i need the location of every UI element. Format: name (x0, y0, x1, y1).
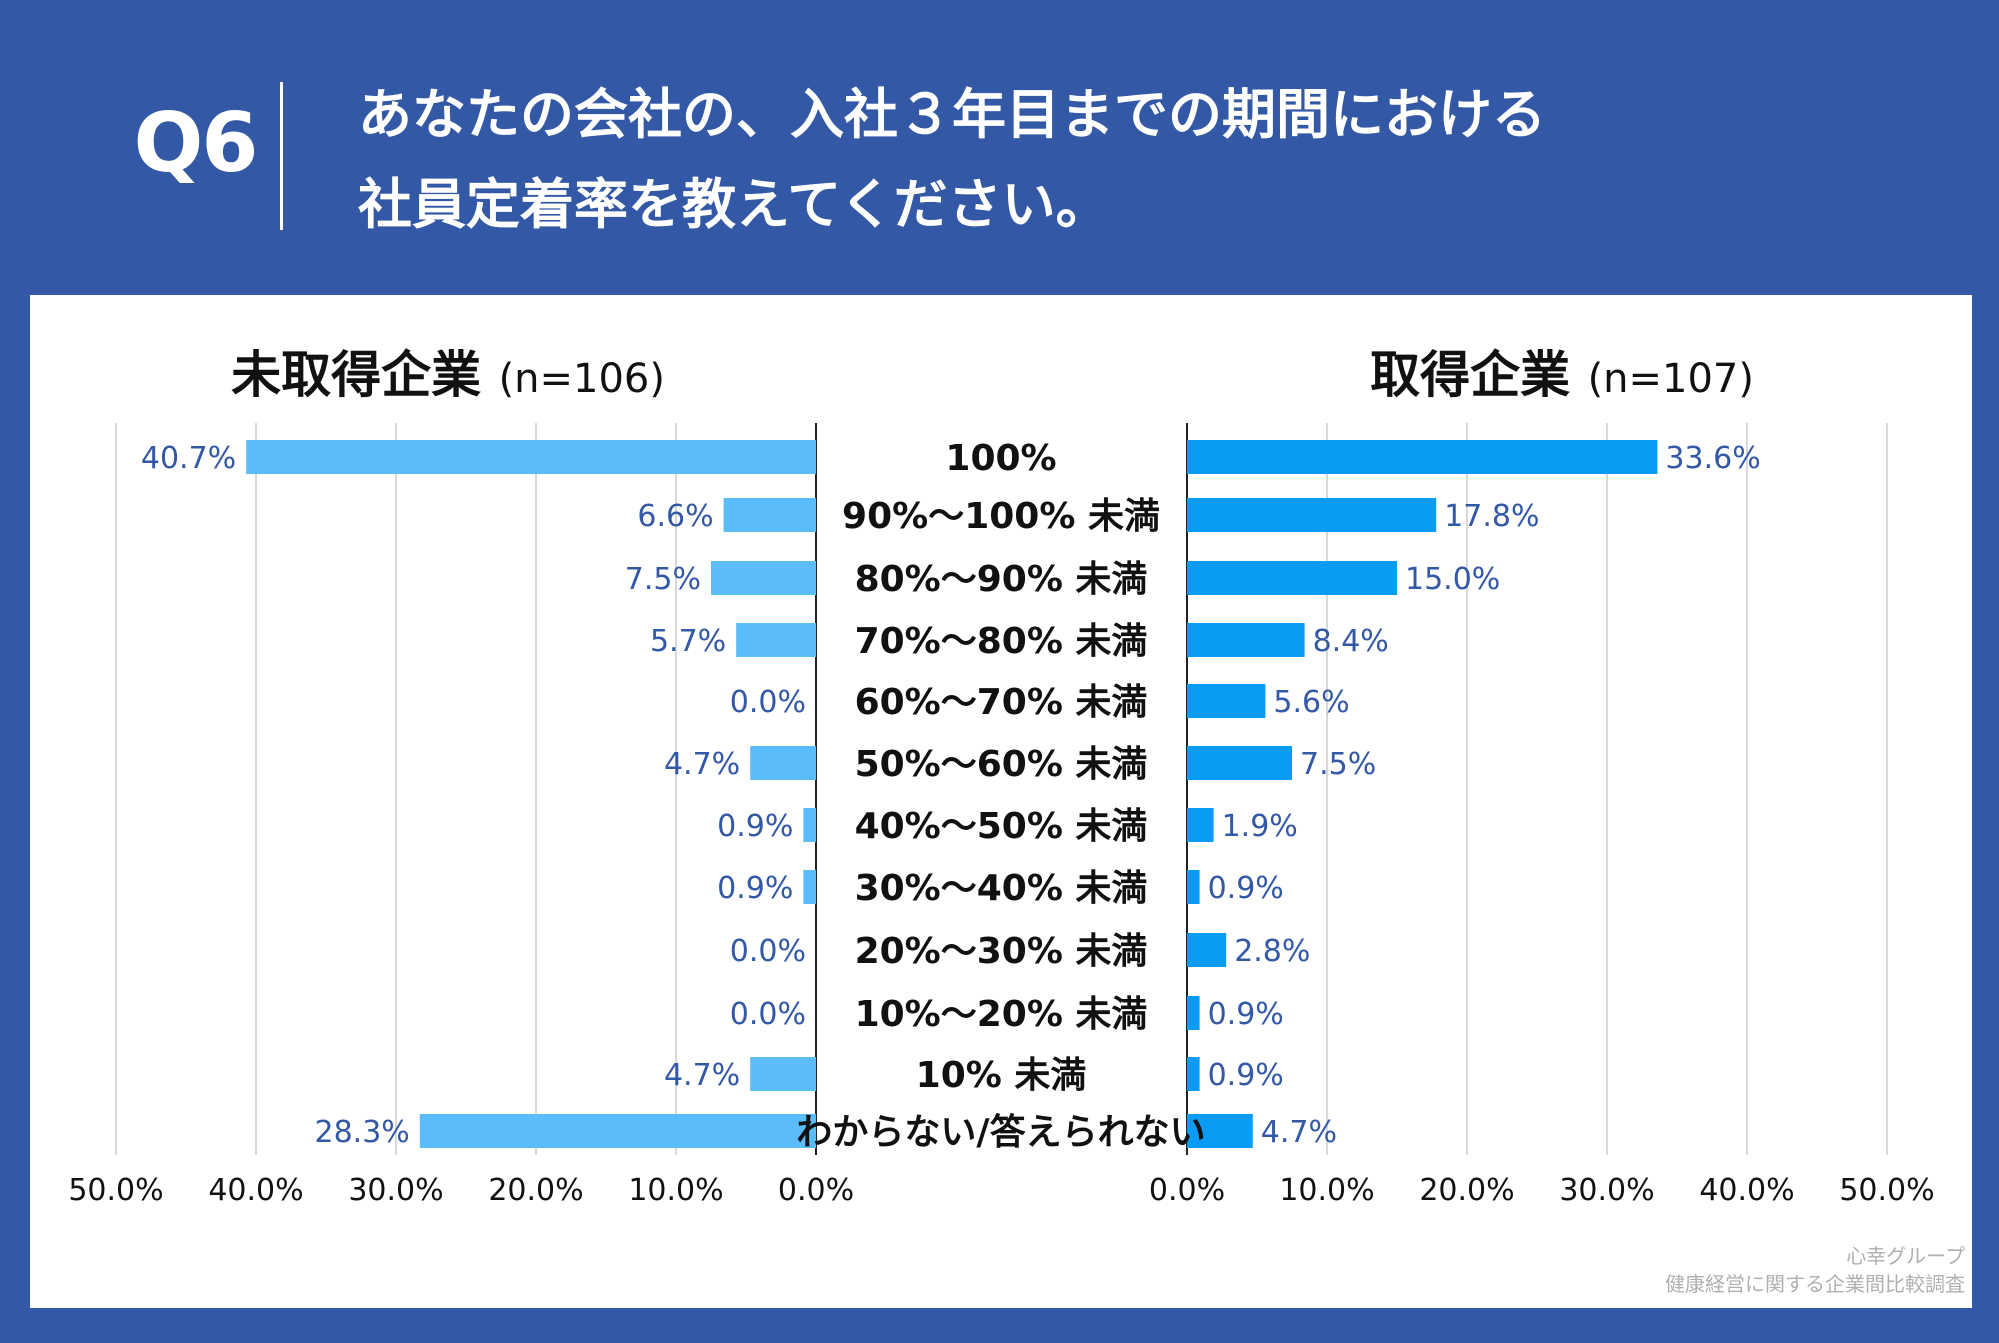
right-value-label: 33.6% (1665, 441, 1760, 476)
left-value-label: 0.9% (717, 871, 793, 906)
right-value-label: 17.8% (1444, 499, 1539, 534)
question-number: Q6 (133, 96, 259, 191)
left-value-label: 0.0% (730, 685, 806, 720)
category-label: 60%～70% 未満 (855, 682, 1148, 723)
category-label: 10%～20% 未満 (855, 994, 1148, 1035)
left-tick-label: 40.0% (208, 1173, 303, 1208)
left-bar (419, 1114, 816, 1148)
left-value-label: 5.7% (650, 624, 726, 659)
category-label: 30%～40% 未満 (855, 868, 1148, 909)
left-bar (736, 623, 816, 657)
left-bar (803, 808, 816, 842)
right-bar (1187, 746, 1292, 780)
category-label: 70%～80% 未満 (855, 621, 1148, 662)
right-series-name: 取得企業 (1370, 346, 1587, 404)
right-bar (1187, 808, 1214, 842)
question-line-1: あなたの会社の、入社３年目までの期間における (358, 83, 1546, 146)
category-label: 100% (945, 438, 1056, 479)
right-bar (1187, 684, 1266, 718)
category-label: 20%～30% 未満 (855, 931, 1148, 972)
header-divider (280, 82, 283, 230)
left-sample-size: (n=106) (499, 356, 665, 402)
left-value-label: 4.7% (664, 1058, 740, 1093)
source-survey-name: 健康経営に関する企業間比較調査 (1665, 1272, 1965, 1296)
left-value-label: 40.7% (141, 441, 236, 476)
right-value-label: 0.9% (1208, 997, 1284, 1032)
right-tick-label: 40.0% (1699, 1173, 1794, 1208)
right-bar (1187, 623, 1305, 657)
category-label: 10% 未満 (916, 1055, 1087, 1096)
right-value-label: 4.7% (1261, 1115, 1337, 1150)
left-value-label: 0.9% (717, 809, 793, 844)
right-tick-label: 10.0% (1279, 1173, 1374, 1208)
category-label: 80%～90% 未満 (855, 559, 1148, 600)
right-value-label: 8.4% (1313, 624, 1389, 659)
left-value-label: 4.7% (664, 747, 740, 782)
category-label: 40%～50% 未満 (855, 806, 1148, 847)
right-tick-label: 20.0% (1419, 1173, 1514, 1208)
right-value-label: 2.8% (1234, 934, 1310, 969)
left-tick-label: 50.0% (68, 1173, 163, 1208)
right-tick-label: 0.0% (1149, 1173, 1225, 1208)
right-value-label: 15.0% (1405, 562, 1500, 597)
category-label: 90%～100% 未満 (842, 496, 1160, 537)
left-series-name: 未取得企業 (231, 346, 498, 404)
right-value-label: 0.9% (1208, 1058, 1284, 1093)
left-tick-label: 20.0% (488, 1173, 583, 1208)
header: Q6 あなたの会社の、入社３年目までの期間における 社員定着率を教えてください。 (0, 0, 1999, 290)
category-label: わからない/答えられない (796, 1112, 1205, 1153)
right-value-label: 1.9% (1222, 809, 1298, 844)
source-group-name: 心幸グループ (1846, 1244, 1965, 1268)
right-tick-label: 50.0% (1839, 1173, 1934, 1208)
right-bar (1187, 996, 1200, 1030)
left-tick-label: 30.0% (348, 1173, 443, 1208)
left-panel-title: 未取得企業 (n=106) (231, 346, 665, 404)
right-bar (1187, 870, 1200, 904)
left-bar (246, 440, 816, 474)
right-bar (1187, 1057, 1200, 1091)
left-bar (803, 870, 816, 904)
left-bar (711, 561, 816, 595)
left-value-label: 0.0% (730, 997, 806, 1032)
right-bar (1187, 1114, 1253, 1148)
right-tick-label: 30.0% (1559, 1173, 1654, 1208)
left-value-label: 7.5% (625, 562, 701, 597)
left-value-label: 0.0% (730, 934, 806, 969)
category-label: 50%～60% 未満 (855, 744, 1148, 785)
right-sample-size: (n=107) (1588, 356, 1754, 402)
right-bar (1187, 561, 1397, 595)
question-text: あなたの会社の、入社３年目までの期間における 社員定着率を教えてください。 (358, 70, 1858, 250)
right-bar (1187, 933, 1227, 967)
right-value-label: 7.5% (1300, 747, 1376, 782)
left-tick-label: 10.0% (628, 1173, 723, 1208)
question-line-2: 社員定着率を教えてください。 (358, 173, 1110, 236)
left-bar (723, 498, 816, 532)
left-bar (750, 746, 816, 780)
right-value-label: 5.6% (1273, 685, 1349, 720)
right-panel-title: 取得企業 (n=107) (1370, 346, 1754, 404)
right-bar (1187, 498, 1437, 532)
right-bar (1187, 440, 1658, 474)
right-value-label: 0.9% (1208, 871, 1284, 906)
left-value-label: 6.6% (637, 499, 713, 534)
left-tick-label: 0.0% (778, 1173, 854, 1208)
left-bar (750, 1057, 816, 1091)
left-value-label: 28.3% (314, 1115, 409, 1150)
